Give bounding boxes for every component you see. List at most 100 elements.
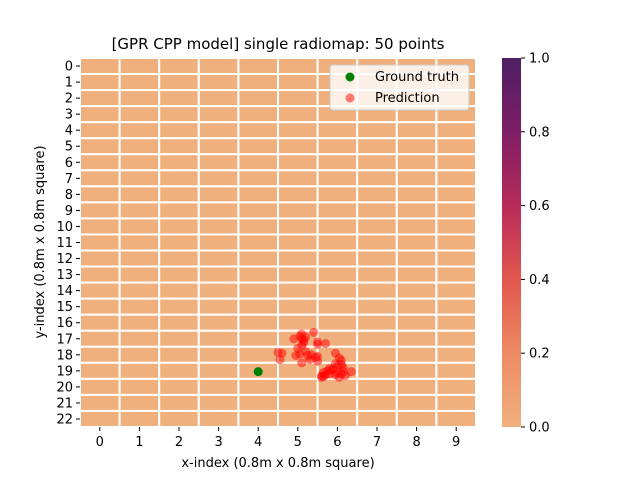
heatmap-cell bbox=[277, 153, 319, 172]
heatmap-cell bbox=[435, 249, 477, 268]
heatmap-cell bbox=[118, 297, 161, 316]
heatmap-cell bbox=[197, 297, 240, 316]
heatmap-cell bbox=[237, 297, 279, 316]
x-tick-label: 2 bbox=[175, 435, 183, 450]
y-tick-label: 20 bbox=[56, 380, 73, 395]
heatmap-cell bbox=[237, 57, 279, 76]
heatmap-cell bbox=[435, 409, 477, 428]
heatmap-cell bbox=[158, 249, 200, 268]
heatmap-cell bbox=[395, 233, 438, 252]
legend-ground-truth-label: Ground truth bbox=[375, 70, 459, 85]
heatmap-cell bbox=[79, 201, 121, 220]
heatmap-cell bbox=[158, 313, 200, 332]
heatmap-cell bbox=[79, 313, 121, 332]
heatmap-cell bbox=[395, 377, 438, 396]
heatmap-cell bbox=[237, 409, 279, 428]
heatmap-cell bbox=[197, 281, 240, 300]
heatmap-cell bbox=[118, 345, 161, 364]
prediction-point bbox=[319, 371, 329, 381]
heatmap-cell bbox=[435, 345, 477, 364]
heatmap-cell bbox=[118, 313, 161, 332]
heatmap-cell bbox=[158, 217, 200, 236]
heatmap-cell bbox=[277, 393, 319, 412]
y-tick-label: 18 bbox=[56, 348, 73, 363]
heatmap-cell bbox=[158, 89, 200, 108]
heatmap-cell bbox=[118, 57, 161, 76]
heatmap-cell bbox=[237, 153, 279, 172]
colorbar-gradient bbox=[502, 58, 521, 427]
heatmap-cell bbox=[237, 393, 279, 412]
heatmap-cell bbox=[197, 169, 240, 188]
prediction-point bbox=[297, 334, 307, 344]
ground-truth-point bbox=[253, 367, 263, 377]
heatmap-cell bbox=[237, 105, 279, 124]
heatmap-cell bbox=[118, 249, 161, 268]
heatmap-cell bbox=[158, 361, 200, 380]
heatmap-cell bbox=[158, 73, 200, 92]
heatmap-cell bbox=[197, 265, 240, 284]
heatmap-cell bbox=[237, 185, 279, 204]
heatmap-cell bbox=[158, 281, 200, 300]
heatmap-cell bbox=[118, 185, 161, 204]
heatmap-cell bbox=[79, 57, 121, 76]
heatmap-cell bbox=[316, 201, 359, 220]
heatmap-cell bbox=[197, 329, 240, 348]
heatmap-cell bbox=[118, 377, 161, 396]
colorbar: 0.0 0.2 0.4 0.6 0.8 1.0 bbox=[502, 52, 550, 436]
prediction-point bbox=[275, 355, 285, 365]
heatmap-cell bbox=[197, 201, 240, 220]
colorbar-tick-label: 0.0 bbox=[529, 421, 550, 436]
x-tick-label: 5 bbox=[294, 435, 302, 450]
heatmap-cell bbox=[435, 137, 477, 156]
heatmap-cell bbox=[237, 377, 279, 396]
heatmap-cell bbox=[118, 73, 161, 92]
heatmap-cell bbox=[197, 393, 240, 412]
y-tick-label: 8 bbox=[65, 188, 73, 203]
heatmap-cell bbox=[356, 361, 398, 380]
heatmap-cell bbox=[277, 265, 319, 284]
heatmap-cell bbox=[79, 409, 121, 428]
heatmap-cell bbox=[277, 201, 319, 220]
heatmap-cell bbox=[277, 249, 319, 268]
heatmap-cell bbox=[237, 249, 279, 268]
heatmap-cell bbox=[197, 73, 240, 92]
heatmap-cell bbox=[316, 121, 359, 140]
heatmap-cell bbox=[395, 201, 438, 220]
heatmap-cell bbox=[158, 393, 200, 412]
heatmap-cell bbox=[197, 153, 240, 172]
heatmap-cell bbox=[435, 361, 477, 380]
heatmap-cell bbox=[395, 409, 438, 428]
heatmap-cell bbox=[277, 105, 319, 124]
heatmap-cell bbox=[356, 249, 398, 268]
heatmap-cell bbox=[158, 57, 200, 76]
prediction-point bbox=[303, 351, 313, 361]
prediction-point bbox=[324, 363, 334, 373]
heatmap-cell bbox=[356, 393, 398, 412]
x-tick-label: 9 bbox=[452, 435, 460, 450]
heatmap-cell bbox=[118, 169, 161, 188]
heatmap-cell bbox=[435, 217, 477, 236]
prediction-point bbox=[297, 358, 307, 368]
heatmap-cell bbox=[395, 249, 438, 268]
scatter-layer bbox=[253, 327, 356, 382]
legend-ground-truth-marker bbox=[345, 72, 355, 82]
heatmap-cell bbox=[356, 217, 398, 236]
y-tick-label: 0 bbox=[65, 60, 73, 75]
x-axis-ticks: 0 1 2 3 4 5 6 7 8 9 bbox=[96, 427, 460, 450]
heatmap-cell bbox=[118, 409, 161, 428]
heatmap-cell bbox=[237, 265, 279, 284]
heatmap-cell bbox=[356, 297, 398, 316]
heatmap-cell bbox=[395, 121, 438, 140]
heatmap-cell bbox=[356, 233, 398, 252]
heatmap-cell bbox=[356, 185, 398, 204]
heatmap-cell bbox=[356, 137, 398, 156]
y-tick-label: 1 bbox=[65, 76, 73, 91]
heatmap-cell bbox=[435, 297, 477, 316]
heatmap-cell bbox=[356, 409, 398, 428]
heatmap-cell bbox=[356, 169, 398, 188]
heatmap-cell bbox=[277, 409, 319, 428]
y-tick-label: 12 bbox=[56, 252, 73, 267]
heatmap-cell bbox=[277, 89, 319, 108]
heatmap-cell bbox=[435, 233, 477, 252]
heatmap-cell bbox=[158, 201, 200, 220]
